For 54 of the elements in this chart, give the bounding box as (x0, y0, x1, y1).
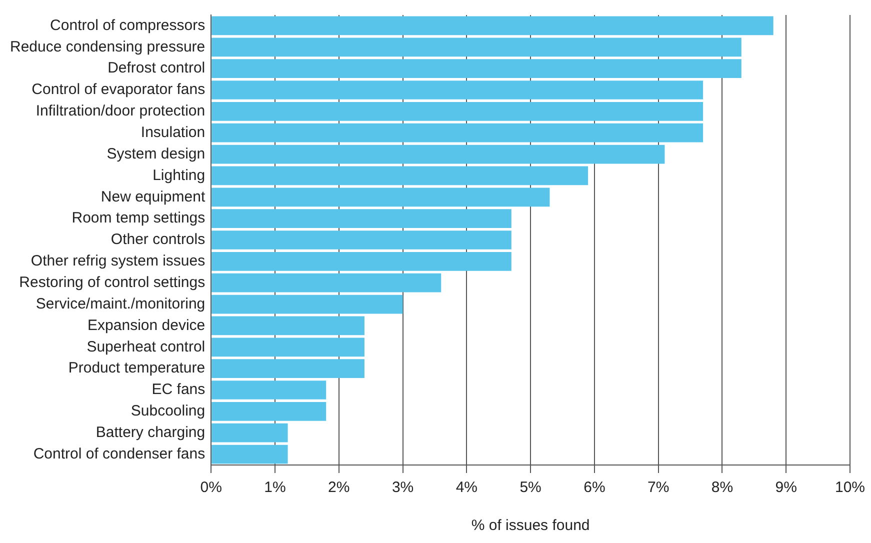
y-tick-label: Lighting (152, 166, 206, 184)
bar (212, 423, 288, 442)
y-tick-label: Battery charging (96, 424, 206, 441)
x-tick-label: 1% (264, 479, 286, 496)
bar (212, 80, 704, 100)
bar (212, 380, 326, 400)
bar (212, 188, 550, 207)
bar (212, 252, 512, 271)
bar (212, 273, 442, 292)
bar (212, 338, 364, 357)
bar (212, 230, 512, 250)
y-tick-label: Service/maint./monitoring (36, 295, 206, 312)
bar (212, 316, 364, 336)
x-tick-label: 5% (520, 479, 542, 496)
bar (212, 123, 704, 142)
y-tick-label: Expansion device (88, 316, 206, 334)
x-tick-label: 9% (775, 479, 797, 496)
x-tick-label: 6% (584, 479, 606, 496)
x-tick-label: 8% (711, 479, 734, 496)
y-tick-label: Other controls (110, 231, 206, 248)
bar (212, 359, 364, 378)
x-axis-title: % of issues found (471, 517, 590, 534)
x-tick-label: 3% (392, 479, 414, 496)
y-tick-label: Room temp settings (72, 210, 206, 227)
bar (212, 166, 588, 186)
y-tick-label: Reduce condensing pressure (10, 38, 206, 56)
y-tick-label: New equipment (100, 188, 206, 206)
y-tick-label: Restoring of control settings (19, 274, 206, 291)
x-tick-label: 4% (456, 479, 478, 496)
y-tick-label: Defrost control (108, 60, 206, 77)
bar (212, 294, 403, 314)
x-tick-label: 2% (328, 479, 350, 496)
y-tick-label: Infiltration/door protection (36, 102, 206, 120)
bar (212, 209, 512, 228)
x-tick-label: 10% (834, 479, 866, 496)
bar (212, 444, 288, 464)
y-tick-label: Product temperature (68, 360, 206, 377)
y-tick-label: Control of evaporator fans (32, 81, 206, 98)
x-tick-label: 0% (200, 479, 222, 496)
y-tick-label: Other refrig system issues (30, 252, 206, 270)
y-tick-label: Control of compressors (50, 16, 206, 34)
bar (212, 402, 326, 421)
y-tick-label: EC fans (152, 381, 206, 398)
y-tick-label: Insulation (140, 124, 206, 141)
bar (212, 16, 774, 36)
bar (212, 59, 742, 78)
x-tick-label: 7% (647, 479, 670, 496)
bar (212, 102, 704, 121)
bar (212, 38, 742, 57)
y-tick-label: Control of condenser fans (33, 445, 206, 462)
y-tick-label: Superheat control (86, 338, 206, 356)
y-tick-label: System design (106, 145, 206, 162)
y-tick-label: Subcooling (130, 402, 206, 420)
bar (212, 144, 665, 164)
